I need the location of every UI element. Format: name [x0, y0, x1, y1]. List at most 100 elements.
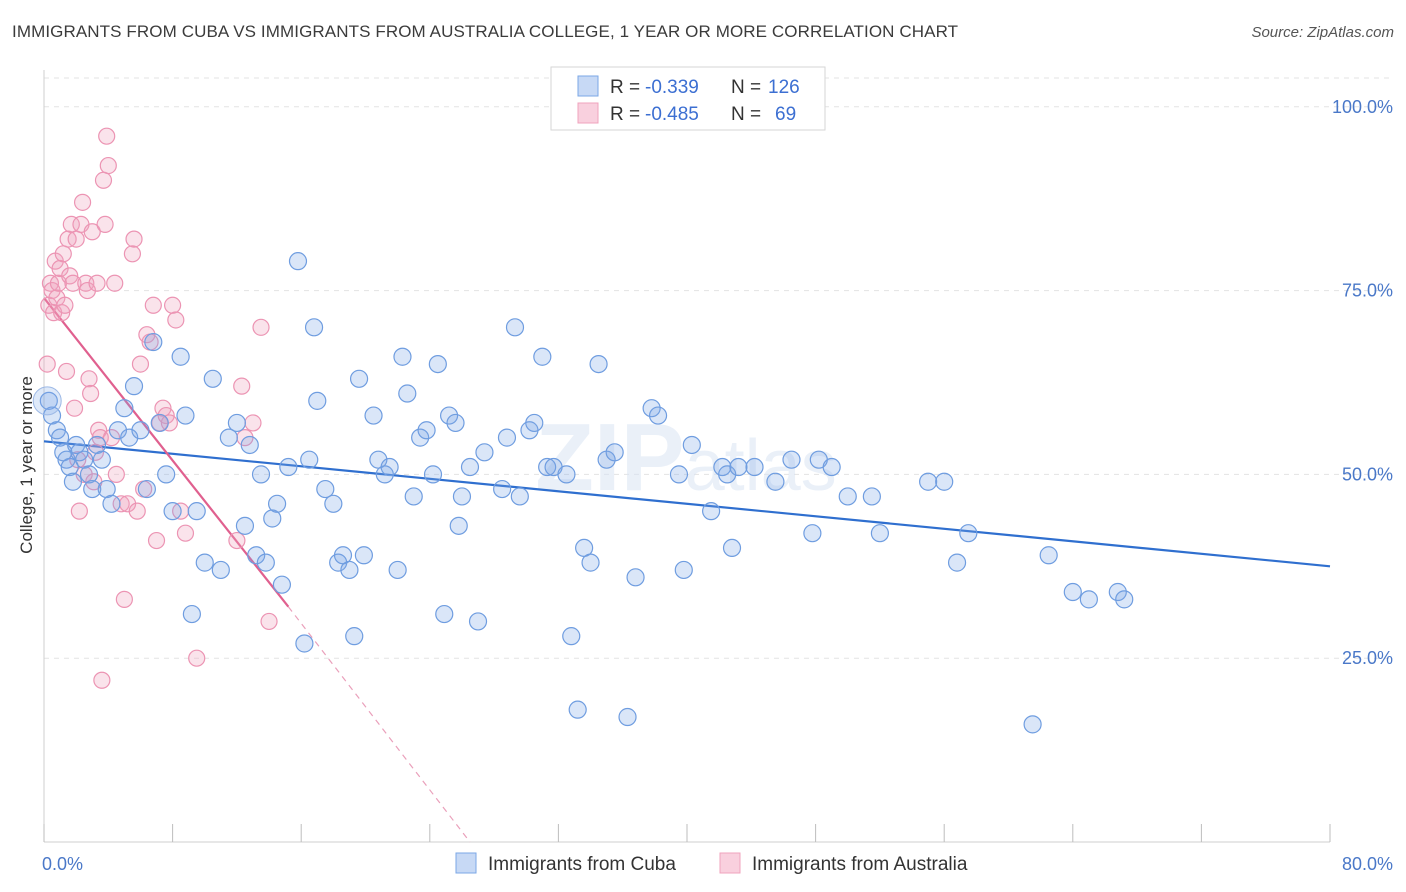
cuba-point [354, 546, 373, 565]
cuba-point [120, 428, 139, 447]
cuba-point [102, 494, 121, 513]
cuba-point [1023, 715, 1042, 734]
cuba-point [144, 332, 163, 352]
cuba-point [288, 252, 308, 271]
cuba-point [211, 560, 230, 580]
australia-point [106, 274, 124, 292]
cuba-point [428, 354, 447, 374]
y-tick-label: 25.0% [1342, 648, 1393, 668]
bottom-legend-swatch-australia [719, 852, 741, 874]
cuba-point [63, 472, 83, 491]
cuba-point [782, 450, 801, 469]
chart-source: Source: ZipAtlas.com [1251, 24, 1394, 41]
cuba-point [605, 443, 624, 462]
australia-point [38, 355, 56, 373]
cuba-point [150, 413, 169, 433]
cuba-point [919, 472, 938, 491]
australia-point [167, 311, 185, 329]
australia-point [98, 127, 116, 145]
bottom-legend-swatch-cuba [455, 852, 477, 874]
cuba-point [669, 465, 689, 484]
cuba-point [935, 472, 954, 491]
australia-point [160, 414, 178, 432]
cuba-point [345, 627, 364, 646]
australia-point [82, 384, 100, 403]
cuba-point [446, 413, 465, 433]
cuba-point [131, 421, 150, 440]
australia-points [38, 127, 278, 689]
cuba-point [300, 450, 319, 469]
legend-r-label-cuba: R = [610, 77, 640, 98]
australia-point [96, 215, 114, 233]
x-tick-label-min: 0.0% [42, 854, 83, 874]
cuba-point [251, 465, 271, 484]
cuba-point [267, 494, 287, 513]
cuba-point [568, 700, 587, 719]
australia-point [88, 274, 106, 292]
cuba-point [316, 479, 335, 499]
cuba-point [1063, 582, 1082, 602]
cuba-point [398, 384, 417, 403]
australia-point [102, 429, 121, 447]
australia-point [93, 671, 111, 689]
cuba-point [648, 406, 668, 425]
australia-point [188, 649, 206, 667]
cuba-point [838, 487, 857, 506]
cuba-point [240, 435, 259, 455]
legend-n-value-cuba: 126 [768, 77, 800, 98]
cuba-point [263, 509, 282, 528]
cuba-point [50, 428, 70, 447]
australia-point [112, 495, 130, 513]
australia-point [244, 414, 262, 432]
cuba-point [388, 560, 407, 580]
cuba-point-large [32, 386, 62, 416]
cuba-point [87, 435, 107, 455]
cuba-point [803, 524, 822, 543]
correlation-legend: R = -0.339 N = 126 R = -0.485 N = 69 [550, 66, 826, 131]
australia-point [65, 399, 84, 417]
australia-point [233, 377, 251, 395]
australia-point [144, 296, 162, 314]
y-tick-label: 75.0% [1342, 281, 1393, 301]
legend-n-value-australia: 69 [775, 104, 796, 125]
cuba-point [349, 369, 369, 388]
chart-title: IMMIGRANTS FROM CUBA VS IMMIGRANTS FROM … [12, 22, 959, 41]
cuba-point [745, 457, 764, 477]
legend-n-label-australia: N = [731, 104, 761, 125]
legend-r-label-australia: R = [610, 104, 640, 125]
australia-point [83, 223, 101, 241]
cuba-point [510, 487, 529, 506]
y-tick-labels: 25.0% 50.0% 75.0% 100.0% [1332, 97, 1393, 668]
cuba-point [304, 318, 324, 337]
cuba-point [235, 516, 255, 535]
y-tick-label: 100.0% [1332, 97, 1393, 117]
cuba-point [822, 457, 841, 477]
australia-point [131, 355, 150, 373]
australia-point [252, 318, 270, 336]
cuba-point [324, 494, 343, 513]
cuba-trend-line [43, 440, 1331, 568]
cuba-point [182, 604, 201, 624]
cuba-point [423, 465, 443, 484]
cuba-point [729, 457, 748, 477]
australia-point [147, 531, 166, 550]
cuba-point [404, 487, 423, 506]
cuba-point [227, 413, 246, 433]
cuba-point [308, 391, 327, 410]
australia-point [164, 296, 182, 314]
cuba-point [157, 465, 176, 484]
cuba-point [203, 369, 222, 388]
cuba-point [219, 428, 238, 447]
cuba-point [674, 560, 693, 580]
cuba-point [475, 443, 494, 462]
cuba-point [295, 634, 314, 653]
cuba-point [505, 318, 525, 337]
legend-r-value-cuba: -0.339 [645, 77, 699, 98]
cuba-point [718, 465, 737, 484]
bottom-legend-australia: Immigrants from Australia [752, 854, 968, 875]
cuba-point [460, 457, 480, 477]
cuba-point [682, 435, 701, 455]
cuba-point [1039, 546, 1058, 565]
australia-point [80, 370, 98, 388]
cuba-point [959, 524, 978, 543]
